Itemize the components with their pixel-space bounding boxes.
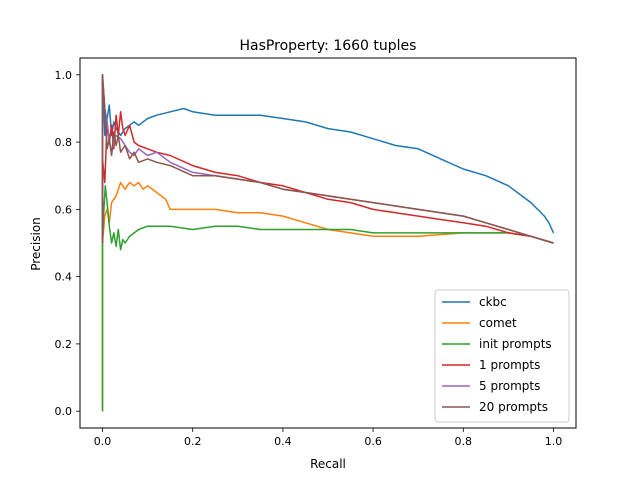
series-line-5-prompts [101, 74, 554, 244]
chart-title: HasProperty: 1660 tuples [240, 38, 417, 54]
plot-frame [79, 57, 577, 429]
y-axis-ticks: 0.0 0.2 0.4 0.6 0.8 1.0 [55, 69, 80, 418]
series-layer [101, 74, 555, 412]
series-line-ckbc [101, 74, 555, 243]
x-tick-label: 0.0 [94, 435, 112, 448]
legend-label: 20 prompts [479, 400, 548, 414]
legend-label: 1 prompts [479, 358, 540, 372]
x-tick-label: 0.4 [274, 435, 292, 448]
y-tick-label: 0.6 [55, 203, 73, 216]
x-tick-label: 1.0 [545, 435, 563, 448]
x-axis-ticks: 0.0 0.2 0.4 0.6 0.8 1.0 [94, 428, 562, 448]
x-axis-label: Recall [310, 457, 346, 471]
legend-label: init prompts [479, 337, 552, 351]
x-tick-label: 0.6 [364, 435, 382, 448]
series-line-20-prompts [101, 74, 554, 244]
series-line-init-prompts [101, 185, 554, 412]
y-tick-label: 0.4 [55, 271, 73, 284]
y-tick-label: 0.0 [55, 405, 73, 418]
legend-label: comet [479, 316, 517, 330]
y-axis-label: Precision [29, 217, 43, 271]
y-tick-label: 0.2 [55, 338, 73, 351]
y-tick-label: 1.0 [55, 69, 73, 82]
legend-label: ckbc [479, 295, 507, 309]
legend-label: 5 prompts [479, 379, 540, 393]
legend: ckbc comet init prompts 1 prompts 5 prompts 2… [434, 289, 570, 423]
y-tick-label: 0.8 [55, 136, 73, 149]
series-line-comet [101, 181, 554, 412]
x-tick-label: 0.2 [184, 435, 202, 448]
x-tick-label: 0.8 [455, 435, 473, 448]
